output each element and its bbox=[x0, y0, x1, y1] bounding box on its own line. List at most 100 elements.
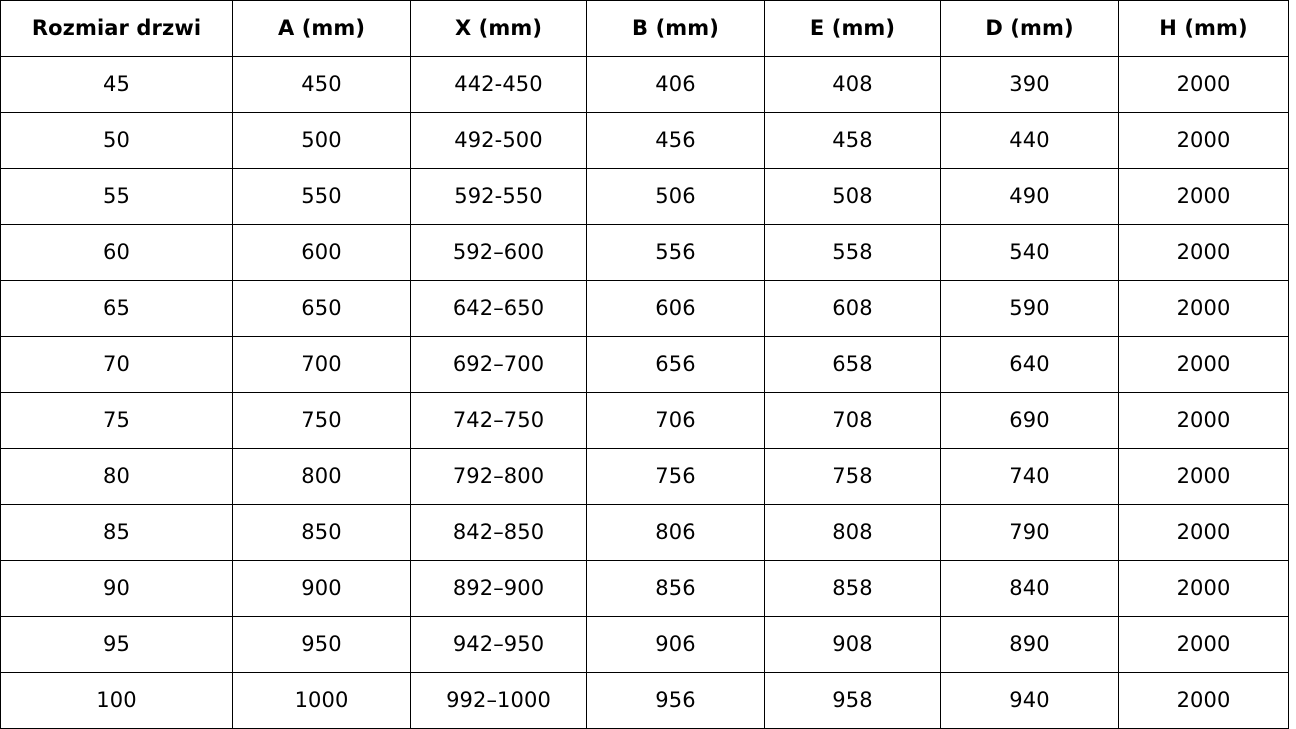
cell-value: 850 bbox=[232, 504, 411, 561]
cell-value: 858 bbox=[764, 560, 941, 617]
cell-value: 2000 bbox=[1118, 560, 1289, 617]
cell-value: 842–850 bbox=[410, 504, 587, 561]
cell-value: 2000 bbox=[1118, 616, 1289, 673]
cell-value: 540 bbox=[940, 224, 1119, 281]
cell-value: 956 bbox=[586, 672, 765, 729]
cell-value: 756 bbox=[586, 448, 765, 505]
cell-value: 556 bbox=[586, 224, 765, 281]
cell-value: 758 bbox=[764, 448, 941, 505]
cell-value: 706 bbox=[586, 392, 765, 449]
cell-door-size: 80 bbox=[0, 448, 233, 505]
cell-value: 958 bbox=[764, 672, 941, 729]
cell-door-size: 45 bbox=[0, 56, 233, 113]
cell-value: 808 bbox=[764, 504, 941, 561]
cell-value: 506 bbox=[586, 168, 765, 225]
cell-value: 458 bbox=[764, 112, 941, 169]
cell-value: 992–1000 bbox=[410, 672, 587, 729]
cell-value: 640 bbox=[940, 336, 1119, 393]
cell-value: 590 bbox=[940, 280, 1119, 337]
table-row: 100 1000 992–1000 956 958 940 2000 bbox=[0, 672, 1289, 729]
cell-value: 408 bbox=[764, 56, 941, 113]
cell-value: 1000 bbox=[232, 672, 411, 729]
cell-value: 950 bbox=[232, 616, 411, 673]
table-row: 90 900 892–900 856 858 840 2000 bbox=[0, 560, 1289, 617]
cell-door-size: 60 bbox=[0, 224, 233, 281]
cell-value: 642–650 bbox=[410, 280, 587, 337]
cell-value: 456 bbox=[586, 112, 765, 169]
cell-value: 940 bbox=[940, 672, 1119, 729]
cell-value: 650 bbox=[232, 280, 411, 337]
cell-value: 592–600 bbox=[410, 224, 587, 281]
cell-value: 592-550 bbox=[410, 168, 587, 225]
column-header-6: H (mm) bbox=[1118, 0, 1289, 57]
cell-value: 942–950 bbox=[410, 616, 587, 673]
cell-value: 558 bbox=[764, 224, 941, 281]
cell-value: 840 bbox=[940, 560, 1119, 617]
table-row: 50 500 492-500 456 458 440 2000 bbox=[0, 112, 1289, 169]
cell-value: 2000 bbox=[1118, 672, 1289, 729]
cell-value: 856 bbox=[586, 560, 765, 617]
column-header-4: E (mm) bbox=[764, 0, 941, 57]
cell-value: 750 bbox=[232, 392, 411, 449]
cell-value: 658 bbox=[764, 336, 941, 393]
cell-value: 2000 bbox=[1118, 336, 1289, 393]
cell-value: 2000 bbox=[1118, 448, 1289, 505]
cell-door-size: 75 bbox=[0, 392, 233, 449]
cell-value: 890 bbox=[940, 616, 1119, 673]
table-row: 95 950 942–950 906 908 890 2000 bbox=[0, 616, 1289, 673]
cell-value: 700 bbox=[232, 336, 411, 393]
cell-door-size: 100 bbox=[0, 672, 233, 729]
cell-value: 792–800 bbox=[410, 448, 587, 505]
cell-value: 606 bbox=[586, 280, 765, 337]
cell-value: 900 bbox=[232, 560, 411, 617]
cell-value: 390 bbox=[940, 56, 1119, 113]
cell-door-size: 85 bbox=[0, 504, 233, 561]
cell-value: 908 bbox=[764, 616, 941, 673]
table-row: 85 850 842–850 806 808 790 2000 bbox=[0, 504, 1289, 561]
column-header-5: D (mm) bbox=[940, 0, 1119, 57]
column-header-1: A (mm) bbox=[232, 0, 411, 57]
cell-value: 656 bbox=[586, 336, 765, 393]
cell-door-size: 55 bbox=[0, 168, 233, 225]
table-row: 65 650 642–650 606 608 590 2000 bbox=[0, 280, 1289, 337]
cell-value: 608 bbox=[764, 280, 941, 337]
cell-value: 442-450 bbox=[410, 56, 587, 113]
cell-value: 690 bbox=[940, 392, 1119, 449]
cell-door-size: 70 bbox=[0, 336, 233, 393]
cell-value: 800 bbox=[232, 448, 411, 505]
cell-value: 892–900 bbox=[410, 560, 587, 617]
cell-value: 740 bbox=[940, 448, 1119, 505]
cell-value: 2000 bbox=[1118, 392, 1289, 449]
cell-value: 406 bbox=[586, 56, 765, 113]
cell-value: 2000 bbox=[1118, 224, 1289, 281]
cell-door-size: 50 bbox=[0, 112, 233, 169]
cell-door-size: 65 bbox=[0, 280, 233, 337]
cell-value: 490 bbox=[940, 168, 1119, 225]
cell-door-size: 95 bbox=[0, 616, 233, 673]
cell-value: 906 bbox=[586, 616, 765, 673]
cell-value: 2000 bbox=[1118, 56, 1289, 113]
cell-value: 450 bbox=[232, 56, 411, 113]
table-row: 60 600 592–600 556 558 540 2000 bbox=[0, 224, 1289, 281]
cell-value: 2000 bbox=[1118, 168, 1289, 225]
header-row: Rozmiar drzwi A (mm) X (mm) B (mm) E (mm) D (… bbox=[0, 0, 1289, 57]
column-header-3: B (mm) bbox=[586, 0, 765, 57]
cell-value: 2000 bbox=[1118, 280, 1289, 337]
cell-value: 600 bbox=[232, 224, 411, 281]
cell-value: 492-500 bbox=[410, 112, 587, 169]
cell-value: 550 bbox=[232, 168, 411, 225]
cell-value: 500 bbox=[232, 112, 411, 169]
cell-value: 2000 bbox=[1118, 504, 1289, 561]
table-row: 70 700 692–700 656 658 640 2000 bbox=[0, 336, 1289, 393]
cell-value: 2000 bbox=[1118, 112, 1289, 169]
column-header-0: Rozmiar drzwi bbox=[0, 0, 233, 57]
cell-value: 440 bbox=[940, 112, 1119, 169]
table-row: 80 800 792–800 756 758 740 2000 bbox=[0, 448, 1289, 505]
column-header-2: X (mm) bbox=[410, 0, 587, 57]
cell-door-size: 90 bbox=[0, 560, 233, 617]
cell-value: 806 bbox=[586, 504, 765, 561]
table-row: 55 550 592-550 506 508 490 2000 bbox=[0, 168, 1289, 225]
table-row: 75 750 742–750 706 708 690 2000 bbox=[0, 392, 1289, 449]
table-row: 45 450 442-450 406 408 390 2000 bbox=[0, 56, 1289, 113]
cell-value: 708 bbox=[764, 392, 941, 449]
